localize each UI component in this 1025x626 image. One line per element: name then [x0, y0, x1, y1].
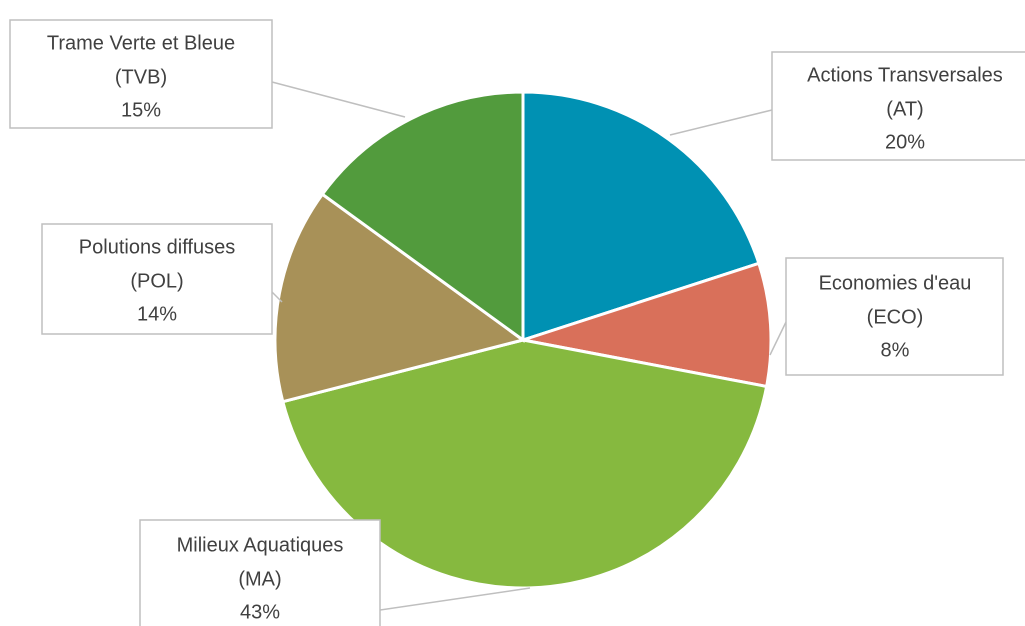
category-label: Polutions diffuses — [79, 236, 235, 258]
abbreviation-label: (POL) — [130, 270, 183, 292]
leader-line — [669, 109, 773, 136]
value-label: 20% — [885, 131, 925, 153]
labels: Actions Transversales (AT) 20% Economies d'… — [9, 19, 1025, 626]
category-label: Economies d'eau — [819, 272, 972, 294]
leader-line — [769, 321, 787, 356]
category-label: Trame Verte et Bleue — [47, 32, 235, 54]
slice — [280, 338, 769, 590]
leader-line — [271, 291, 283, 303]
slice — [521, 90, 761, 343]
abbreviation-label: (MA) — [238, 568, 281, 590]
pie — [273, 90, 773, 590]
label-box — [785, 257, 1004, 376]
leader-line — [379, 587, 531, 611]
category-label: Milieux Aquatiques — [177, 534, 344, 556]
label-box — [139, 519, 381, 626]
label-box — [771, 51, 1025, 161]
value-label: 14% — [137, 303, 177, 325]
abbreviation-label: (ECO) — [867, 306, 924, 328]
slice — [320, 90, 525, 343]
slice — [522, 261, 773, 389]
value-label: 43% — [240, 601, 280, 623]
leader-line — [271, 81, 406, 118]
value-label: 15% — [121, 99, 161, 121]
value-label: 8% — [881, 339, 910, 361]
abbreviation-label: (TVB) — [115, 66, 167, 88]
label-box — [41, 223, 273, 335]
abbreviation-label: (AT) — [886, 98, 923, 120]
slice — [273, 192, 527, 404]
label-box — [9, 19, 273, 129]
category-label: Actions Transversales — [807, 64, 1003, 86]
